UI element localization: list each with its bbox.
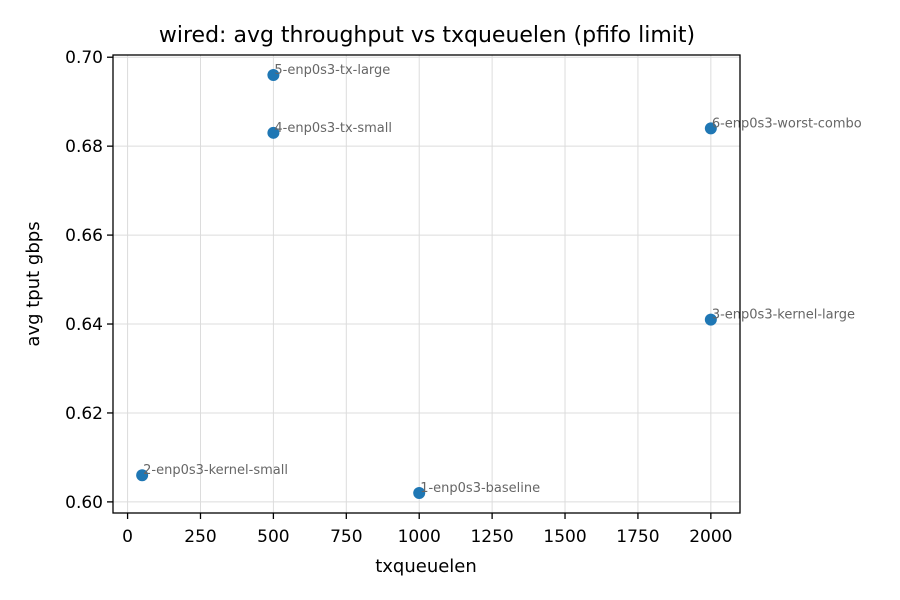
point-label: 3-enp0s3-kernel-large [712,308,855,323]
y-tick-label: 0.70 [65,48,103,68]
y-tick-label: 0.64 [65,315,103,335]
point-label: 1-enp0s3-baseline [420,481,540,496]
scatter-point [267,69,280,82]
y-axis-label: avg tput gbps [23,221,44,346]
data-points [136,69,717,499]
scatter-point [267,126,280,139]
y-tick-label: 0.68 [65,137,103,157]
x-tick-label: 1750 [616,527,659,547]
y-axis-ticks: 0.60 0.62 0.64 0.66 0.68 0.70 [65,48,113,513]
scatter-point [413,486,426,499]
x-tick-label: 500 [257,527,289,547]
plot-frame [112,54,741,514]
x-axis-ticks: 0 250 500 750 1000 1250 1500 1750 2000 [122,513,732,547]
scatter-point [136,469,149,482]
y-tick-label: 0.66 [65,226,103,246]
x-tick-label: 1250 [470,527,513,547]
x-axis-label: txqueuelen [375,556,477,577]
grid [113,55,740,513]
point-label: 4-enp0s3-tx-small [274,121,392,136]
point-label: 6-enp0s3-worst-combo [712,116,862,131]
x-tick-label: 0 [122,527,133,547]
y-tick-label: 0.60 [65,493,103,513]
x-tick-label: 1500 [543,527,586,547]
point-label: 2-enp0s3-kernel-small [143,463,288,478]
chart-title: wired: avg throughput vs txqueuelen (pfi… [159,23,695,48]
x-tick-label: 250 [184,527,216,547]
point-label: 5-enp0s3-tx-large [274,63,390,78]
x-tick-label: 750 [330,527,362,547]
x-tick-label: 1000 [398,527,441,547]
scatter-point [704,122,717,135]
point-labels: 1-enp0s3-baseline 2-enp0s3-kernel-small 3-… [143,63,862,496]
y-tick-label: 0.62 [65,404,103,424]
scatter-point [704,313,717,326]
x-tick-label: 2000 [689,527,732,547]
